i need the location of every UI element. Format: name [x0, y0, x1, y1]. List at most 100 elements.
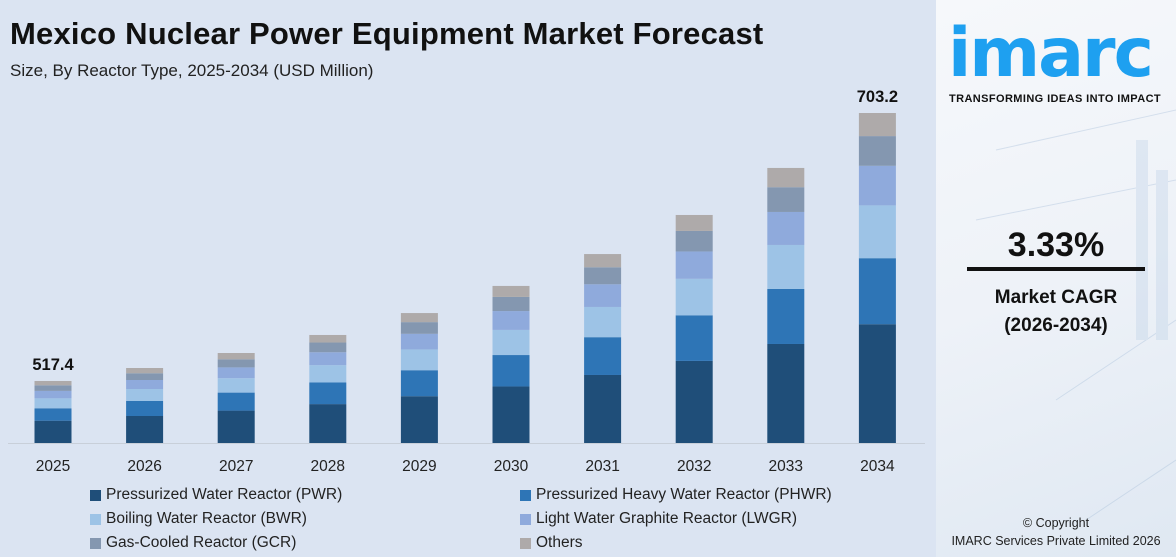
bar-segment-2029-4: [400, 322, 438, 334]
bar-segment-2029-2: [400, 349, 438, 371]
bar-segment-2027-4: [217, 359, 255, 368]
legend-item: Gas-Cooled Reactor (GCR): [90, 534, 296, 552]
x-tick-label: 2032: [677, 458, 711, 475]
bar-segment-2026-3: [126, 380, 164, 389]
bar-segment-2032-3: [675, 251, 713, 279]
copyright-line-1: © Copyright: [1022, 516, 1090, 530]
bar-segment-2034-5: [858, 113, 896, 137]
legend-item: Boiling Water Reactor (BWR): [90, 510, 307, 528]
bar-segment-2026-4: [126, 373, 164, 380]
bar-segment-2027-1: [217, 392, 255, 411]
bar-segment-2027-2: [217, 378, 255, 393]
bar-segment-2026-5: [126, 368, 164, 374]
bar-segment-2028-0: [309, 404, 347, 443]
legend-item: Pressurized Water Reactor (PWR): [90, 486, 342, 504]
bar-segment-2025-4: [34, 385, 72, 391]
bar-segment-2029-1: [400, 370, 438, 397]
bar-segment-2029-5: [400, 313, 438, 323]
background-chart-decoration: [975, 109, 1176, 521]
legend-label: Pressurized Heavy Water Reactor (PHWR): [536, 486, 832, 503]
bar-segment-2030-3: [492, 311, 530, 330]
imarc-logo: imarc: [948, 14, 1154, 93]
bar-segment-2025-3: [34, 390, 72, 399]
bar-segment-2033-3: [767, 211, 805, 245]
bar-segment-2025-1: [34, 408, 72, 421]
legend-swatch: [520, 513, 531, 525]
x-tick-label: 2028: [311, 458, 345, 475]
bar-segment-2030-5: [492, 285, 530, 297]
bar-segment-2030-4: [492, 296, 530, 312]
cagr-period: (2026-2034): [1004, 315, 1108, 336]
bar-segment-2031-1: [584, 337, 622, 375]
cagr-value: 3.33%: [1007, 226, 1105, 264]
x-tick-label: 2029: [402, 458, 436, 475]
x-tick-label: 2026: [127, 458, 161, 475]
bar-segment-2030-2: [492, 329, 530, 356]
bar-segment-2032-2: [675, 278, 713, 316]
bar-segment-2033-0: [767, 343, 805, 443]
bar-segment-2030-0: [492, 386, 530, 443]
bar-segment-2028-2: [309, 365, 347, 383]
stacked-bar-chart: 2025 517.4 2026 2027 2028 2029 2030 2031 2032 203…: [8, 88, 925, 475]
legend-swatch: [520, 537, 531, 549]
bar-segment-2032-0: [675, 360, 713, 443]
bar-segment-2026-1: [126, 401, 164, 416]
bar-segment-2028-4: [309, 342, 347, 353]
bar-segment-2025-0: [34, 420, 72, 443]
x-tick-label: 2034: [860, 458, 895, 475]
bar-segment-2027-0: [217, 410, 255, 443]
bar-segment-2032-4: [675, 230, 713, 252]
bar-segment-2033-2: [767, 244, 805, 289]
bar-segment-2033-4: [767, 187, 805, 212]
legend-item: Pressurized Heavy Water Reactor (PHWR): [520, 486, 832, 504]
x-tick-label: 2031: [585, 458, 619, 475]
bar-segment-2030-1: [492, 355, 530, 387]
cagr-label-text: Market CAGR: [994, 287, 1118, 308]
legend-swatch: [520, 489, 531, 501]
bar-segment-2033-1: [767, 288, 805, 344]
chart-title: Mexico Nuclear Power Equipment Market Fo…: [10, 16, 764, 51]
legend-label: Others: [536, 534, 583, 551]
bar-segment-2034-0: [858, 324, 896, 443]
copyright-line-2: IMARC Services Private Limited 2026: [951, 534, 1161, 548]
data-label: 517.4: [32, 356, 74, 374]
legend-item: Light Water Graphite Reactor (LWGR): [520, 510, 797, 528]
bar-segment-2031-5: [584, 254, 622, 268]
bar-segment-2027-5: [217, 353, 255, 360]
bar-segment-2034-2: [858, 205, 896, 259]
data-label: 703.2: [857, 88, 898, 106]
cagr-label: Market CAGR (2026-2034): [936, 284, 1176, 340]
bar-segment-2031-2: [584, 306, 622, 338]
bar-segment-2033-5: [767, 167, 805, 188]
legend-item: Others: [520, 534, 583, 552]
bar-segment-2026-0: [126, 416, 164, 443]
bar-segment-2034-3: [858, 165, 896, 206]
chart-area: Mexico Nuclear Power Equipment Market Fo…: [8, 16, 925, 552]
side-panel: imarc TRANSFORMING IDEAS INTO IMPACT 3.3…: [936, 0, 1176, 557]
bar-segment-2031-4: [584, 267, 622, 285]
x-tick-label: 2027: [219, 458, 253, 475]
bar-segment-2028-5: [309, 334, 347, 343]
bar-segment-2034-1: [858, 258, 896, 325]
logo-tagline: TRANSFORMING IDEAS INTO IMPACT: [949, 93, 1162, 105]
bar-segment-2029-3: [400, 333, 438, 350]
legend-swatch: [90, 489, 101, 501]
x-tick-label: 2030: [494, 458, 529, 475]
bar-segment-2031-3: [584, 284, 622, 307]
bar-segment-2034-4: [858, 136, 896, 166]
copyright: © Copyright IMARC Services Private Limit…: [936, 514, 1176, 550]
x-tick-label: 2033: [769, 458, 803, 475]
cagr-divider: [967, 267, 1145, 271]
legend-label: Boiling Water Reactor (BWR): [106, 510, 307, 527]
chart-subtitle: Size, By Reactor Type, 2025-2034 (USD Mi…: [10, 61, 374, 80]
legend-swatch: [90, 537, 101, 549]
legend-label: Light Water Graphite Reactor (LWGR): [536, 510, 797, 527]
bar-segment-2025-2: [34, 398, 72, 409]
bar-segment-2025-5: [34, 380, 72, 386]
bar-segment-2029-0: [400, 396, 438, 443]
bar-segment-2031-0: [584, 374, 622, 443]
legend-label: Gas-Cooled Reactor (GCR): [106, 534, 297, 551]
bar-segment-2028-3: [309, 352, 347, 366]
bar-segment-2032-5: [675, 214, 713, 231]
legend-label: Pressurized Water Reactor (PWR): [106, 486, 343, 503]
